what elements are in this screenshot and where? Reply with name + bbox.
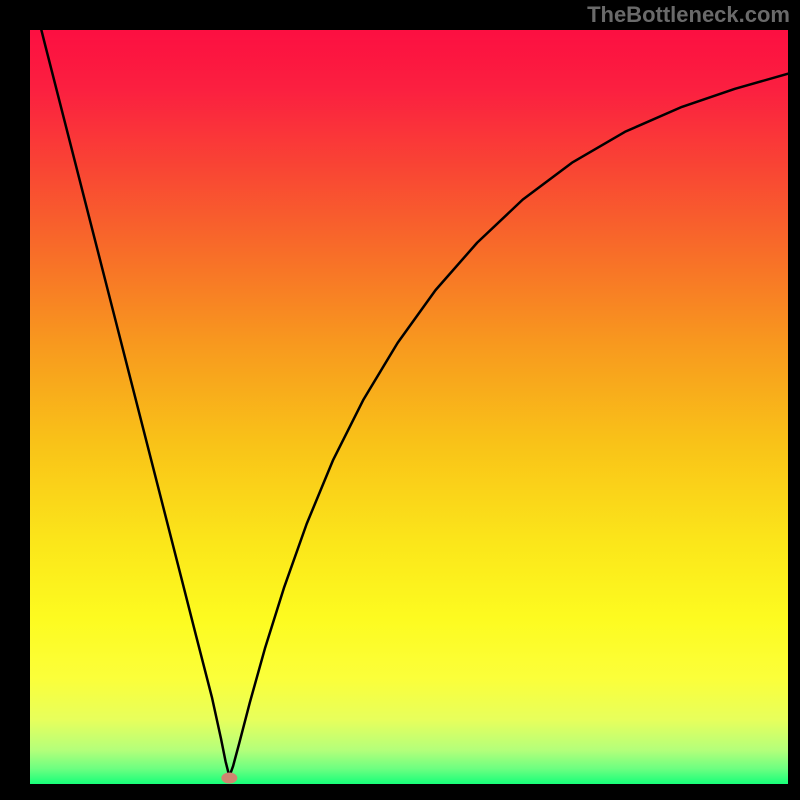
chart-frame: TheBottleneck.com [0,0,800,800]
gradient-background [30,30,788,784]
plot-area [30,30,788,784]
plot-svg [30,30,788,784]
optimum-marker [221,772,237,783]
watermark-label: TheBottleneck.com [587,2,790,28]
